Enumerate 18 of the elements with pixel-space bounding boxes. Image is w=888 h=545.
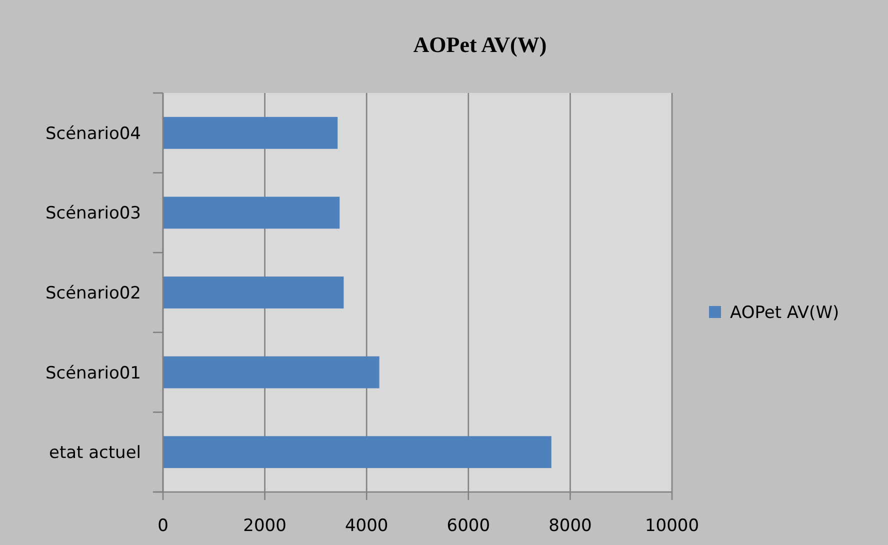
- y-tick-label: Scénario04: [45, 124, 141, 144]
- y-tick-label: Scénario01: [45, 363, 141, 384]
- bar: [163, 116, 338, 149]
- y-tick-label: Scénario02: [45, 283, 141, 304]
- legend-label: AOPet AV(W): [730, 302, 840, 323]
- bar: [163, 276, 344, 308]
- x-tick-label: 10000: [644, 516, 700, 536]
- x-tick-label: 2000: [243, 516, 286, 536]
- x-tick-label: 4000: [344, 516, 388, 536]
- chart-title: AOPet AV(W): [413, 32, 547, 57]
- y-tick-label: etat actuel: [49, 443, 141, 464]
- y-tick-label: Scénario03: [45, 204, 141, 224]
- bar: [163, 356, 380, 388]
- x-tick-label: 8000: [548, 516, 592, 536]
- bar: [163, 196, 340, 229]
- bar: [163, 436, 552, 468]
- x-tick-label: 0: [158, 516, 168, 536]
- x-tick-label: 6000: [446, 516, 490, 536]
